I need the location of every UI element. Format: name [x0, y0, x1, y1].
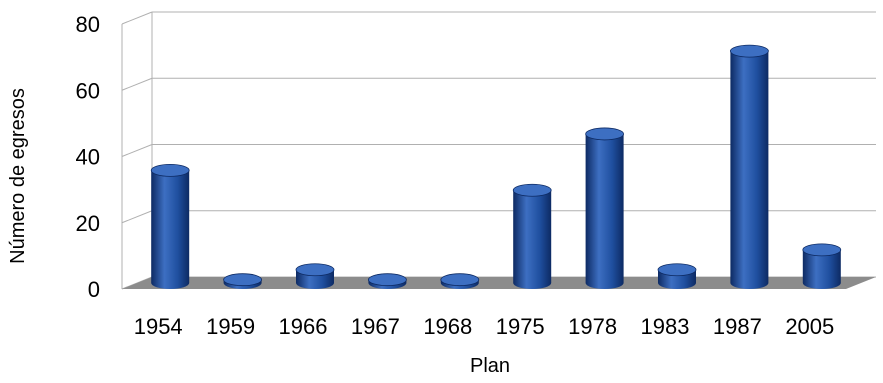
y-tick-label: 60 — [76, 78, 100, 103]
y-axis-ticks: 0 20 40 60 80 — [76, 12, 100, 302]
x-axis-label: Plan — [470, 355, 510, 377]
bar-top — [730, 44, 769, 58]
x-tick-label: 1967 — [351, 314, 400, 339]
bar-top — [150, 163, 190, 177]
bar-body — [730, 51, 769, 289]
y-tick-label: 20 — [76, 211, 100, 236]
bar-top — [657, 263, 697, 277]
x-tick-label: 1966 — [279, 314, 328, 339]
bar — [802, 243, 842, 289]
x-tick-label: 1978 — [568, 314, 617, 339]
bar — [440, 273, 480, 289]
bar-top — [512, 183, 552, 197]
x-tick-label: 1954 — [134, 314, 183, 339]
x-tick-label: 1983 — [641, 314, 690, 339]
x-tick-label: 1987 — [713, 314, 762, 339]
bar — [223, 273, 263, 289]
bar-top — [585, 127, 624, 141]
bar-body — [802, 249, 841, 289]
bars — [150, 44, 842, 289]
x-tick-label: 1968 — [423, 314, 472, 339]
y-tick-label: 0 — [88, 277, 100, 302]
y-axis-label: Número de egresos — [7, 88, 29, 264]
gridline-connector — [121, 144, 153, 157]
gridline-connector — [121, 77, 153, 91]
bar-top — [802, 243, 842, 257]
bar — [657, 263, 697, 289]
x-axis-ticks: 1954 1959 1966 1967 1968 1975 1978 1983 1987 2005 — [134, 314, 835, 339]
bar — [730, 44, 769, 289]
gridline-connector — [121, 210, 153, 224]
bar-top — [295, 263, 335, 277]
bar-body — [151, 170, 190, 289]
bar-body — [513, 190, 552, 289]
bar — [295, 263, 335, 289]
bar-top — [367, 273, 407, 287]
bar-top — [440, 273, 480, 287]
bar — [150, 163, 190, 289]
bar-top — [223, 273, 263, 287]
y-tick-label: 40 — [76, 145, 100, 170]
bar-body — [585, 133, 624, 289]
gridline-connector — [121, 11, 153, 25]
x-tick-label: 1975 — [496, 314, 545, 339]
bar — [367, 273, 407, 289]
x-tick-label: 1959 — [206, 314, 255, 339]
bar — [585, 127, 624, 289]
x-tick-label: 2005 — [785, 314, 834, 339]
bar — [512, 183, 552, 289]
y-tick-label: 80 — [76, 12, 100, 37]
